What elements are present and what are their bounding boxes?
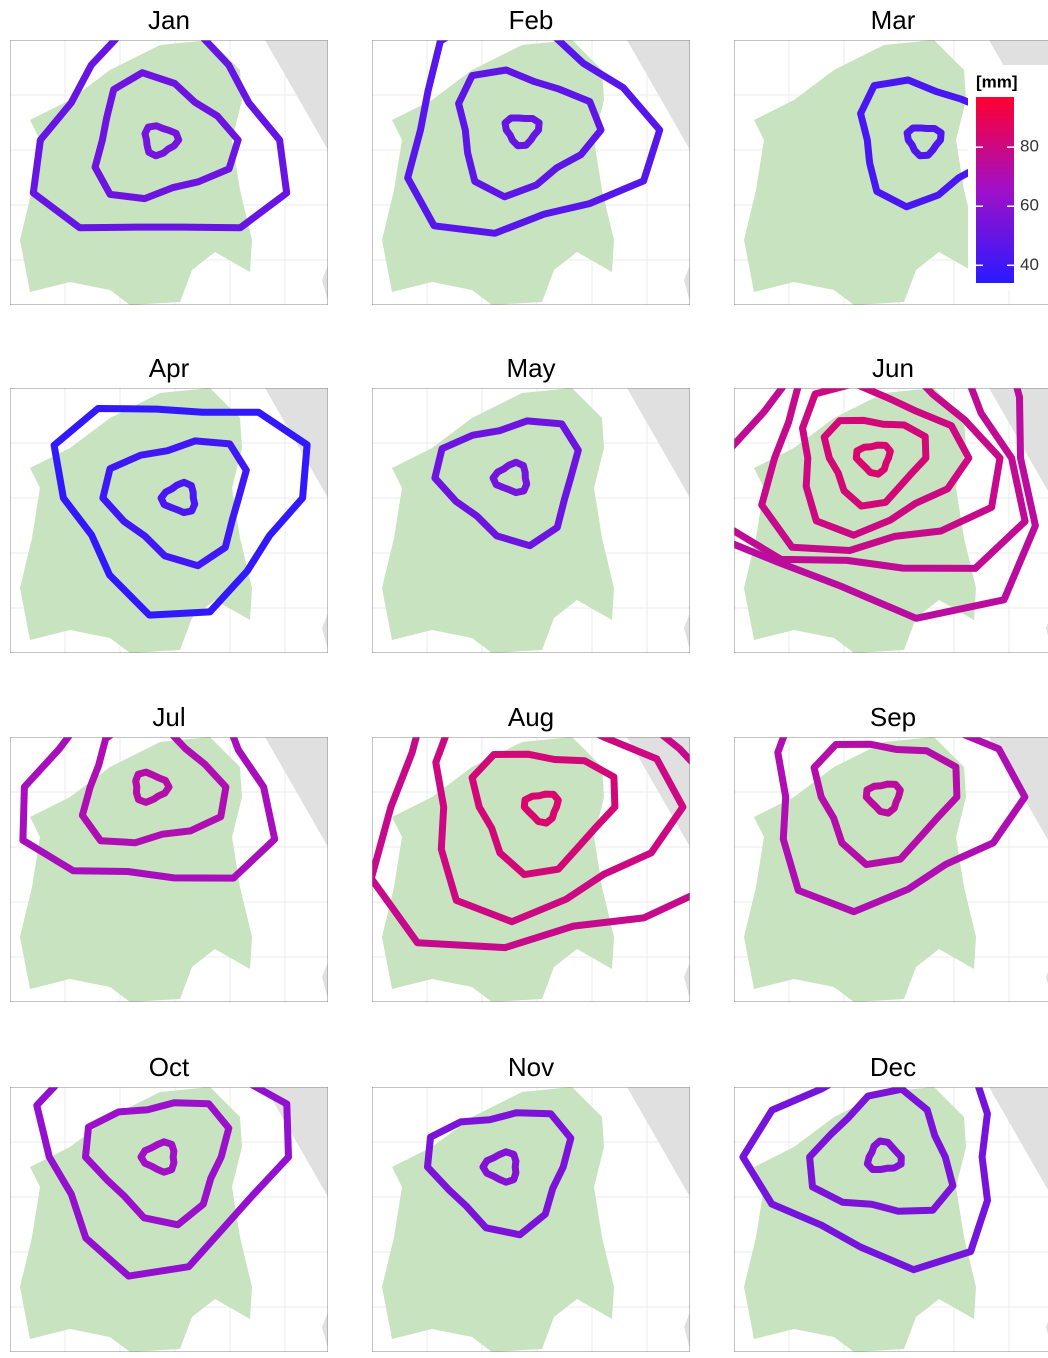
contour-line bbox=[734, 388, 1029, 572]
contour-line bbox=[29, 40, 291, 232]
panel-title: Jan bbox=[148, 5, 190, 35]
colorbar-title: [mm] bbox=[976, 72, 1018, 91]
panel bbox=[372, 1087, 690, 1352]
panel bbox=[372, 388, 690, 653]
sea-area bbox=[322, 1312, 328, 1349]
contour-line bbox=[857, 76, 1007, 211]
panel-title: Jun bbox=[872, 353, 914, 383]
sea-area bbox=[627, 1087, 690, 1197]
contour-line bbox=[404, 40, 664, 237]
sea-area bbox=[627, 40, 690, 150]
contour-line bbox=[82, 1099, 233, 1229]
panel bbox=[372, 737, 690, 1002]
panel bbox=[734, 737, 1048, 1002]
contour-line bbox=[78, 737, 230, 847]
contour-line bbox=[19, 737, 279, 882]
contour-line bbox=[99, 437, 250, 570]
panel bbox=[10, 737, 328, 1002]
sea-area bbox=[265, 388, 328, 498]
contour-line bbox=[432, 737, 687, 926]
contour-line bbox=[91, 69, 242, 203]
sea-area bbox=[322, 265, 328, 302]
contour-line bbox=[468, 750, 619, 879]
sea-area bbox=[265, 737, 328, 847]
contour-line bbox=[431, 417, 582, 550]
contour-line bbox=[479, 1148, 520, 1186]
panel-title: Feb bbox=[509, 5, 554, 35]
contour-line bbox=[739, 1087, 991, 1274]
sea-area bbox=[265, 1087, 328, 1197]
panel bbox=[372, 40, 690, 305]
sea-area bbox=[684, 613, 690, 650]
sea-area bbox=[322, 613, 328, 650]
panel bbox=[734, 1087, 1048, 1352]
panel-title: Jul bbox=[152, 702, 185, 732]
contour-line bbox=[50, 405, 311, 619]
sea-area bbox=[684, 1312, 690, 1349]
contour-line bbox=[903, 124, 945, 160]
contour-line bbox=[424, 1109, 575, 1239]
contour-line bbox=[372, 737, 690, 952]
contour-line bbox=[132, 768, 173, 806]
sea-area bbox=[684, 962, 690, 999]
panel bbox=[10, 40, 328, 305]
contour-line bbox=[141, 122, 183, 160]
sea-area bbox=[684, 265, 690, 302]
contour-line bbox=[157, 478, 199, 517]
contour-line bbox=[501, 114, 543, 150]
contour-line bbox=[758, 388, 1004, 554]
panel-title: Mar bbox=[871, 5, 916, 35]
panel bbox=[734, 388, 1048, 653]
contour-line bbox=[774, 737, 1029, 916]
contour-line bbox=[489, 458, 531, 497]
contour-line bbox=[455, 66, 605, 201]
sea-area bbox=[322, 962, 328, 999]
panel-title: May bbox=[506, 353, 555, 383]
contour-line bbox=[862, 780, 904, 817]
panel-title: Nov bbox=[508, 1052, 554, 1082]
sea-area bbox=[627, 388, 690, 498]
colorbar-tick-label: 60 bbox=[1020, 196, 1039, 215]
contour-line bbox=[33, 1087, 292, 1280]
contour-line bbox=[863, 1137, 905, 1173]
contour-line bbox=[852, 441, 894, 478]
panel-title: Aug bbox=[508, 702, 554, 732]
colorbar bbox=[976, 97, 1014, 283]
sea-area bbox=[265, 40, 328, 150]
contour-line bbox=[137, 1138, 178, 1176]
panel-title: Oct bbox=[149, 1052, 190, 1082]
colorbar-tick-label: 40 bbox=[1020, 255, 1039, 274]
contour-line bbox=[820, 416, 930, 510]
panel bbox=[10, 1087, 328, 1352]
panel-title: Apr bbox=[149, 353, 190, 383]
contour-line bbox=[799, 388, 973, 539]
panel bbox=[10, 388, 328, 653]
contour-line bbox=[520, 790, 562, 827]
contour-line bbox=[734, 388, 1039, 622]
colorbar-tick-label: 80 bbox=[1020, 137, 1039, 156]
panel-title: Sep bbox=[870, 702, 916, 732]
contour-line bbox=[806, 1087, 957, 1215]
panel-title: Dec bbox=[870, 1052, 916, 1082]
contour-line bbox=[810, 740, 961, 869]
